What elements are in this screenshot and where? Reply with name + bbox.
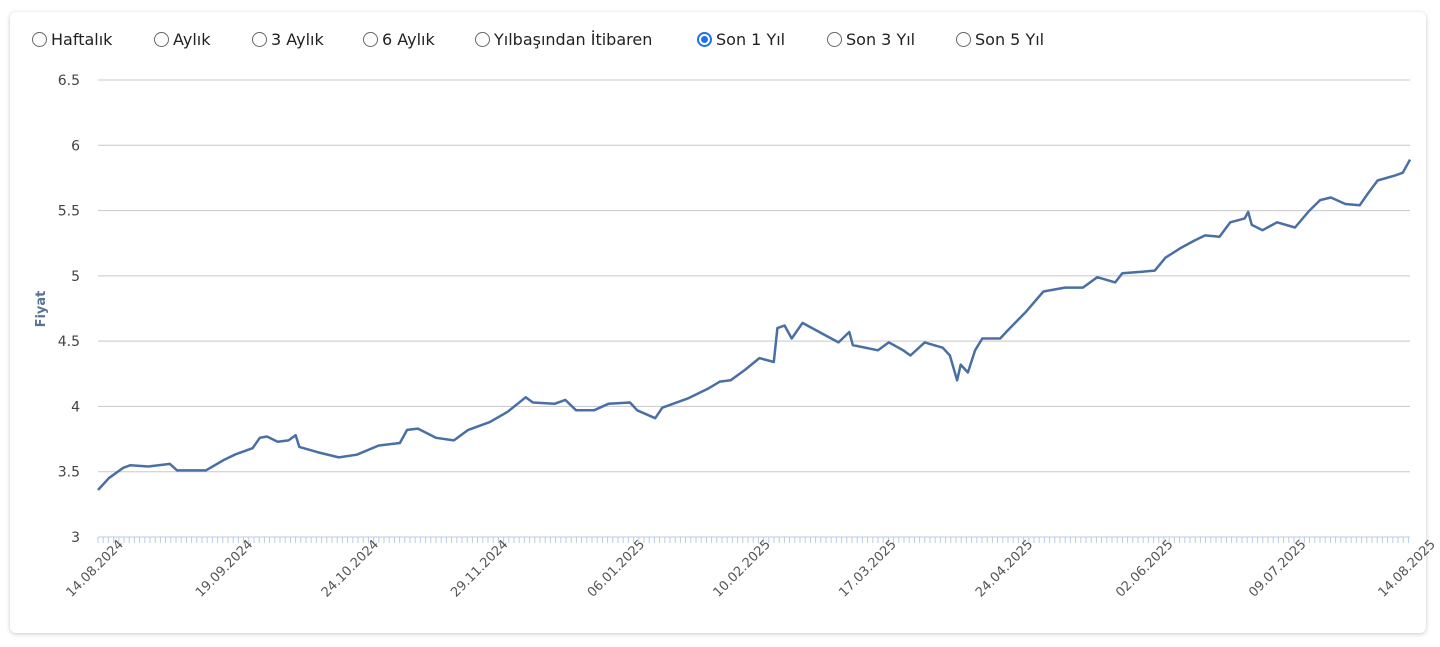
x-tick-label: 09.07.2025: [1246, 537, 1309, 600]
radio-button-icon[interactable]: [252, 32, 267, 47]
period-radio-2[interactable]: 3 Aylık: [252, 30, 324, 49]
period-radio-7[interactable]: Son 5 Yıl: [956, 30, 1044, 49]
y-axis-title: Fiyat: [34, 291, 49, 328]
x-tick-label: 17.03.2025: [836, 537, 899, 600]
radio-button-icon[interactable]: [154, 32, 169, 47]
radio-button-icon[interactable]: [697, 32, 712, 47]
period-label: Son 5 Yıl: [975, 30, 1045, 49]
y-axis-ticks: 3 3.5 4 4.5 5 5.5 6 6.5: [58, 73, 80, 546]
period-label: 6 Aylık: [382, 30, 435, 49]
x-tick-label: 24.04.2025: [973, 537, 1036, 600]
period-label: Haftalık: [51, 30, 113, 49]
period-radio-4[interactable]: Yılbaşından İtibaren: [475, 30, 652, 49]
x-tick-label: 14.08.2024: [64, 537, 127, 600]
x-tick-label: 14.08.2025: [1376, 537, 1439, 600]
y-tick-label: 6.5: [58, 73, 80, 89]
period-radio-1[interactable]: Aylık: [154, 30, 210, 49]
period-label: Yılbaşından İtibaren: [494, 30, 653, 49]
radio-button-icon[interactable]: [956, 32, 971, 47]
period-radio-6[interactable]: Son 3 Yıl: [827, 30, 915, 49]
y-tick-label: 3.5: [58, 465, 80, 481]
radio-button-icon[interactable]: [363, 32, 378, 47]
chart-card: [10, 12, 1426, 633]
period-label: Son 1 Yıl: [716, 30, 786, 49]
period-label: 3 Aylık: [271, 30, 324, 49]
x-tick-label: 02.06.2025: [1113, 537, 1176, 600]
period-radio-3[interactable]: 6 Aylık: [363, 30, 435, 49]
period-radio-5[interactable]: Son 1 Yıl: [697, 30, 785, 49]
period-radio-0[interactable]: Haftalık: [32, 30, 112, 49]
y-tick-label: 5: [71, 269, 80, 285]
radio-button-icon[interactable]: [827, 32, 842, 47]
x-tick-label: 24.10.2024: [319, 537, 382, 600]
x-tick-label: 19.09.2024: [193, 537, 256, 600]
y-tick-label: 5.5: [58, 204, 80, 220]
series-line: [97, 158, 1412, 491]
x-tick-label: 29.11.2024: [448, 537, 511, 600]
period-label: Son 3 Yıl: [846, 30, 916, 49]
x-tick-label: 10.02.2025: [711, 537, 774, 600]
gridlines: [98, 79, 1410, 473]
y-tick-label: 3: [71, 530, 80, 546]
x-axis: 14.08.2024 19.09.2024 24.10.2024 29.11.2024…: [64, 536, 1439, 600]
y-tick-label: 4: [71, 399, 80, 415]
radio-button-icon[interactable]: [475, 32, 490, 47]
y-tick-label: 4.5: [58, 334, 80, 350]
period-label: Aylık: [173, 30, 211, 49]
x-tick-label: 06.01.2025: [585, 537, 648, 600]
radio-button-icon[interactable]: [32, 32, 47, 47]
y-tick-label: 6: [71, 138, 80, 154]
